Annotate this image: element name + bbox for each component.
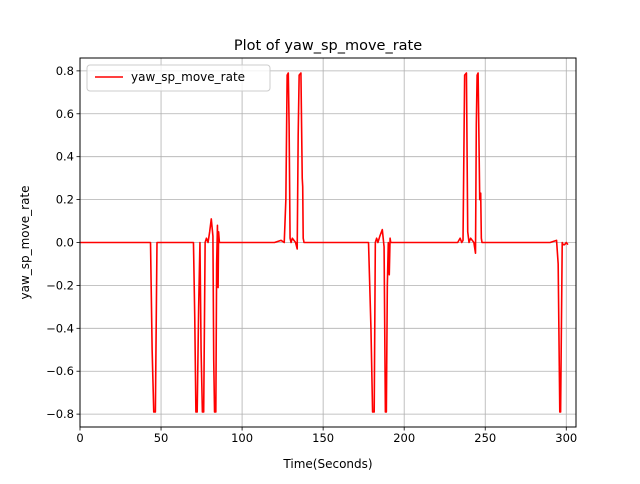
y-tick-label: −0.6	[46, 364, 74, 378]
x-axis-label: Time(Seconds)	[282, 457, 372, 471]
x-tick-label: 50	[154, 431, 169, 445]
series-layer	[80, 72, 569, 413]
y-tick-label: −0.2	[46, 278, 74, 292]
legend-box	[86, 64, 271, 92]
x-tick-label: 0	[76, 431, 83, 445]
y-tick-label: 0.2	[56, 193, 74, 207]
y-axis-label: yaw_sp_move_rate	[18, 185, 32, 299]
grid-lines	[79, 58, 576, 427]
x-tick-label: 250	[474, 431, 496, 445]
x-tick-label: 200	[393, 431, 415, 445]
x-tick-label: 150	[312, 431, 334, 445]
y-tick-label: 0.0	[56, 236, 74, 250]
y-tick-label: −0.8	[46, 407, 74, 421]
legend: yaw_sp_move_rate	[86, 64, 271, 92]
axis-ticks: 0 50 100 150 200 250 300 −0.8 −0.6 −0.4 −0.2 0.0 0.2…	[46, 64, 577, 445]
legend-entry-label: yaw_sp_move_rate	[131, 70, 245, 84]
chart-title: Plot of yaw_sp_move_rate	[234, 38, 422, 54]
y-tick-label: −0.4	[46, 321, 74, 335]
y-tick-label: 0.6	[56, 107, 74, 121]
y-tick-label: 0.8	[56, 64, 74, 78]
x-tick-label: 100	[231, 431, 253, 445]
series-line-yaw-sp-move-rate	[80, 72, 569, 413]
y-tick-label: 0.4	[56, 150, 74, 164]
x-tick-label: 300	[555, 431, 577, 445]
